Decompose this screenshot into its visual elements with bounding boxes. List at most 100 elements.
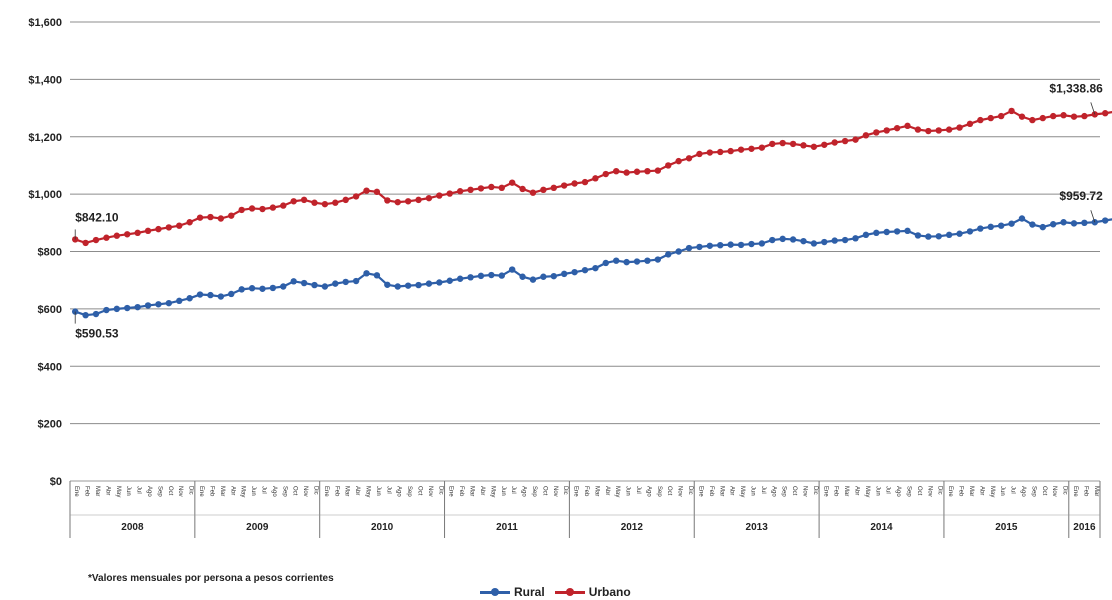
data-point-rural	[737, 241, 745, 249]
year-label: 2008	[121, 522, 144, 533]
x-tick-label: Dic	[1062, 486, 1068, 495]
data-label: $959.72	[1059, 189, 1103, 203]
x-tick-label: Nov	[677, 486, 683, 497]
data-point-urbano	[966, 120, 974, 128]
data-point-rural	[862, 231, 870, 239]
x-tick-label: Jun	[375, 486, 381, 496]
data-point-rural	[821, 238, 828, 246]
x-tick-label: Mar	[469, 486, 475, 496]
legend-item-rural: Rural	[480, 585, 545, 599]
x-tick-label: May	[115, 486, 121, 497]
data-point-urbano	[945, 126, 953, 133]
data-point-rural	[779, 235, 786, 243]
x-tick-label: Jul	[260, 486, 266, 494]
data-point-urbano	[248, 205, 256, 212]
x-tick-label: Mar	[968, 486, 974, 496]
data-point-urbano	[425, 194, 433, 202]
x-tick-label: Dic	[812, 486, 818, 495]
x-tick-label: Oct	[1041, 486, 1047, 496]
data-point-urbano	[956, 124, 963, 131]
x-tick-label: Mar	[94, 486, 100, 496]
y-tick-label: $1,600	[28, 17, 62, 29]
data-point-urbano	[477, 185, 485, 192]
data-point-rural	[560, 270, 568, 278]
data-point-rural	[883, 228, 890, 236]
data-point-urbano	[321, 200, 329, 208]
data-point-rural	[228, 290, 235, 298]
x-tick-label: Abr	[729, 486, 735, 495]
data-point-urbano	[300, 196, 308, 204]
x-tick-label: Ene	[198, 486, 204, 497]
data-point-rural	[810, 240, 818, 247]
data-point-rural	[613, 257, 620, 264]
data-point-rural	[321, 283, 329, 290]
data-point-urbano	[165, 224, 173, 231]
data-point-rural	[467, 274, 474, 281]
data-point-urbano	[352, 193, 360, 200]
data-point-rural	[748, 240, 755, 248]
data-point-rural	[238, 286, 245, 293]
x-tick-label: Nov	[1051, 486, 1057, 497]
x-tick-label: Oct	[916, 486, 922, 496]
data-point-rural	[456, 275, 464, 282]
data-point-urbano	[977, 116, 984, 124]
x-tick-label: May	[614, 486, 620, 497]
data-point-urbano	[134, 229, 141, 237]
data-point-rural	[1081, 219, 1088, 227]
data-label: $842.10	[75, 210, 119, 224]
data-point-rural	[925, 233, 932, 240]
data-point-rural	[259, 285, 266, 292]
series-line-urbano	[74, 109, 1112, 245]
y-tick-label: $400	[38, 361, 62, 373]
data-point-urbano	[540, 186, 547, 194]
x-tick-label: Oct	[791, 486, 797, 496]
x-tick-label: Sep	[1030, 486, 1036, 497]
year-label: 2010	[371, 522, 394, 533]
year-label: 2016	[1073, 522, 1096, 533]
data-point-urbano	[1039, 114, 1046, 122]
year-label: 2014	[870, 522, 893, 533]
annotation-leader	[1090, 210, 1096, 223]
data-point-rural	[248, 285, 256, 292]
data-point-urbano	[342, 196, 349, 204]
x-tick-label: Sep	[656, 486, 662, 497]
x-tick-label: Ago	[770, 486, 776, 497]
data-point-rural	[977, 225, 984, 232]
x-tick-label: Jun	[625, 486, 631, 496]
x-tick-label: Jul	[760, 486, 766, 494]
data-point-rural	[841, 236, 849, 244]
x-tick-label: Abr	[604, 486, 610, 495]
data-point-rural	[581, 266, 589, 274]
data-point-urbano	[654, 167, 662, 174]
data-point-urbano	[384, 197, 391, 204]
x-tick-label: Sep	[781, 486, 787, 497]
x-tick-label: Abr	[854, 486, 860, 495]
data-point-urbano	[633, 168, 641, 175]
data-point-urbano	[1049, 112, 1057, 120]
data-point-urbano	[519, 185, 526, 193]
data-point-rural	[685, 244, 693, 252]
data-point-urbano	[280, 202, 287, 209]
x-tick-label: Ago	[146, 486, 152, 497]
data-point-urbano	[987, 114, 994, 122]
data-point-rural	[1091, 219, 1098, 226]
x-tick-label: Ago	[895, 486, 901, 497]
x-tick-label: Jul	[385, 486, 391, 494]
data-point-rural	[144, 302, 152, 309]
data-point-rural	[290, 278, 297, 285]
data-point-urbano	[394, 198, 401, 206]
footnote: *Valores mensuales por persona a pesos c…	[88, 573, 334, 584]
data-point-rural	[103, 306, 110, 314]
data-point-rural	[914, 232, 922, 239]
x-tick-label: Oct	[417, 486, 423, 496]
x-tick-label: Mar	[593, 486, 599, 496]
data-point-urbano	[144, 227, 152, 235]
year-label: 2015	[995, 522, 1018, 533]
data-point-urbano	[602, 170, 610, 178]
data-point-urbano	[290, 198, 297, 205]
x-tick-label: Dic	[562, 486, 568, 495]
data-point-urbano	[1081, 112, 1088, 120]
data-point-rural	[904, 227, 911, 235]
data-point-urbano	[644, 167, 651, 175]
data-point-urbano	[831, 139, 838, 146]
